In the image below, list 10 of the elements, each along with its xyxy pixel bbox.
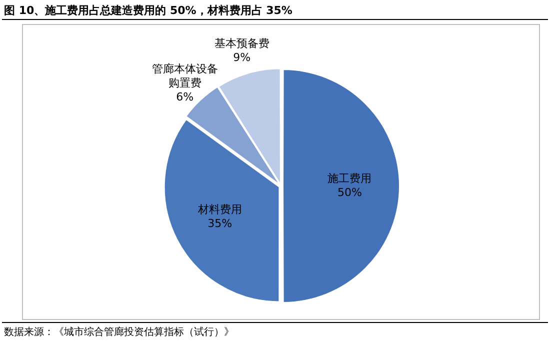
slice-label: 基本预备费 xyxy=(214,36,270,50)
slice-label: 施工费用 xyxy=(328,172,372,185)
data-label: 50% xyxy=(337,186,362,199)
data-label: 6% xyxy=(176,90,194,104)
source-note: 数据来源：《城市综合管廊投资估算指标（试行）》 xyxy=(4,326,234,339)
data-label: 9% xyxy=(233,50,251,64)
data-label: 35% xyxy=(208,217,232,230)
slice-label: 材料费用 xyxy=(196,203,242,216)
chart-title: 图 10、施工费用占总建造费用的 50%，材料费用占 35% xyxy=(4,3,292,18)
slice-label: 管廊本体设备购置费 xyxy=(152,62,218,90)
